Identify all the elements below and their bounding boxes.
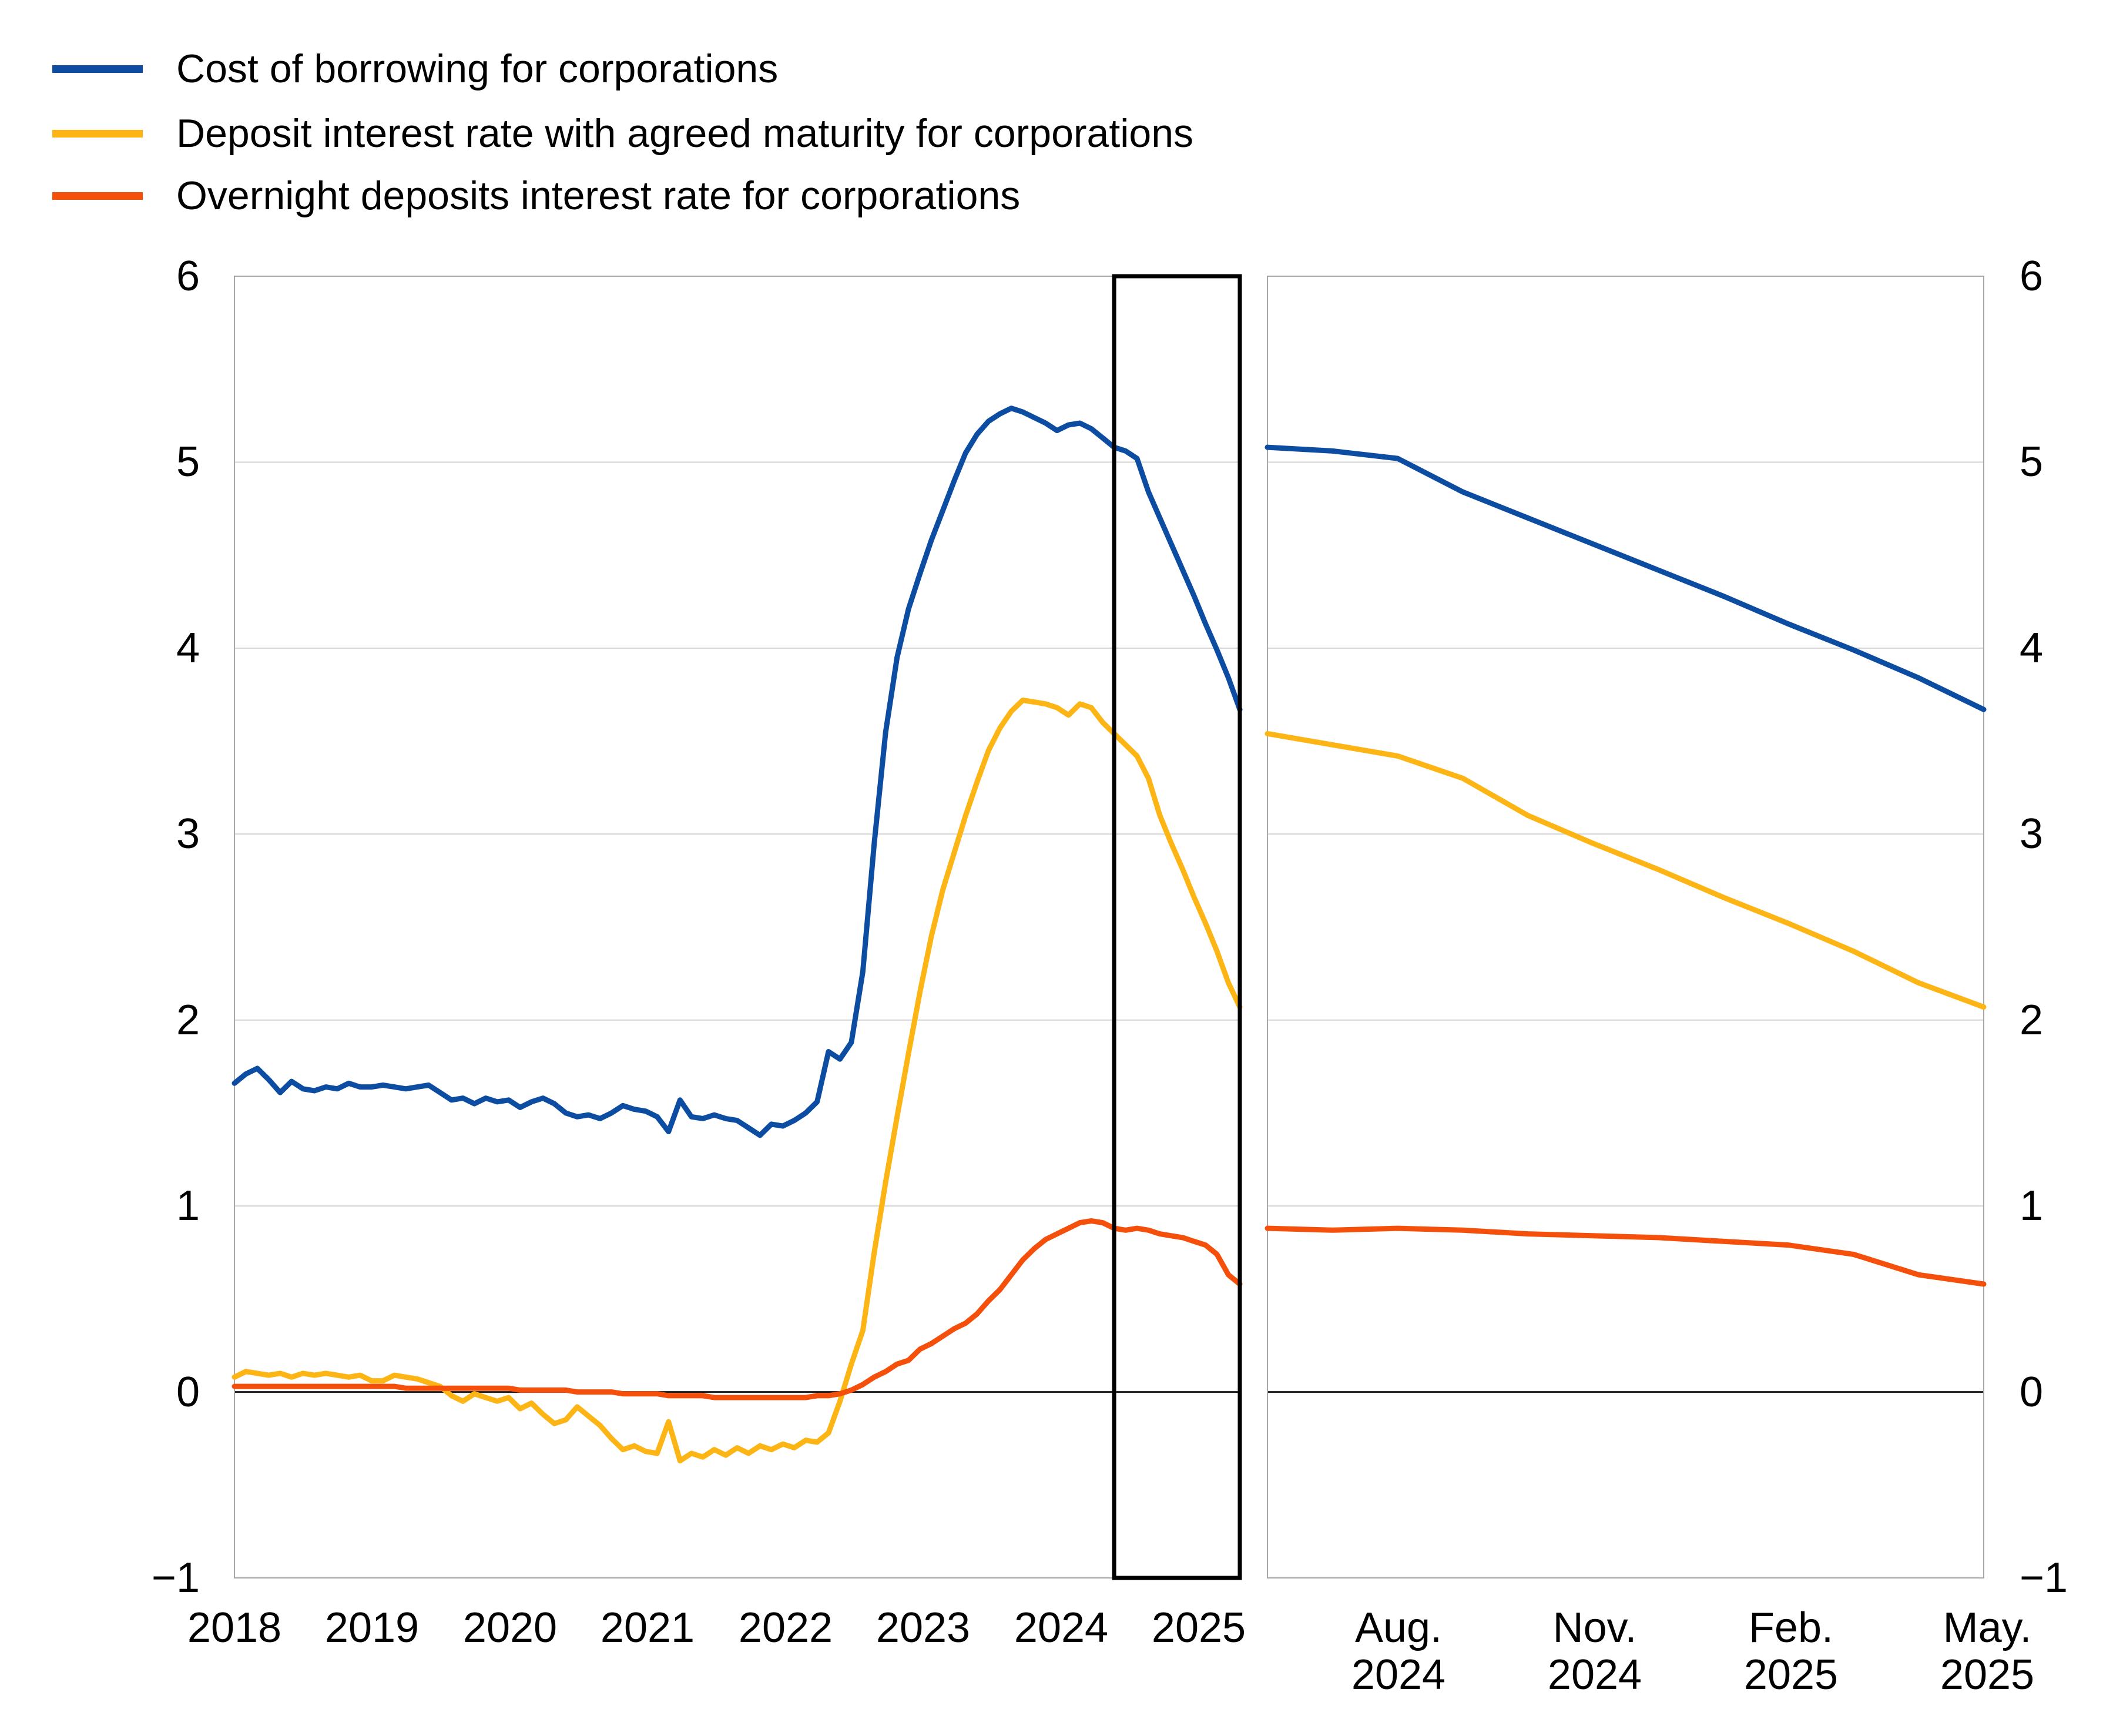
y-axis-label-right-3: 3 <box>2020 810 2044 857</box>
series-line-right-deposit-interest-rate <box>1265 730 1987 1010</box>
x-axis-label-aug-2024: Aug. 2024 <box>1299 1604 1498 1698</box>
y-axis-label-right-1: 1 <box>2020 1182 2044 1229</box>
legend-line-swatch-red <box>52 192 143 200</box>
legend-label: Cost of borrowing for corporations <box>176 46 779 91</box>
series-line-left-deposit-interest-rate <box>232 698 1243 1464</box>
x-axis-label-2018: 2018 <box>187 1604 282 1651</box>
x-label-year: 2025 <box>1940 1651 2035 1698</box>
x-axis-label-2021: 2021 <box>600 1604 695 1651</box>
legend-label: Overnight deposits interest rate for cor… <box>176 173 1021 218</box>
y-axis-label-right-minus1: −1 <box>2020 1554 2068 1601</box>
x-label-month: Nov. <box>1552 1604 1637 1651</box>
x-axis-label-2024: 2024 <box>1014 1604 1109 1651</box>
x-label-year: 2025 <box>1743 1651 1839 1698</box>
legend-line-swatch-yellow <box>52 130 143 138</box>
x-label-year: 2024 <box>1351 1651 1446 1698</box>
series-line-left-cost-of-borrowing <box>232 405 1243 1138</box>
y-axis-label-left-minus1: −1 <box>151 1554 200 1601</box>
legend-line-swatch-blue <box>52 65 143 73</box>
x-axis-label-may-2025: May. 2025 <box>1887 1604 2087 1698</box>
series-line-right-cost-of-borrowing <box>1265 444 1987 712</box>
y-axis-label-right-2: 2 <box>2020 997 2044 1044</box>
y-axis-label-left-3: 3 <box>176 810 200 857</box>
series-line-right-overnight-deposits-interest <box>1265 1225 1987 1287</box>
y-axis-label-left-0: 0 <box>176 1369 200 1416</box>
y-axis-label-left-4: 4 <box>176 625 200 672</box>
x-label-month: Aug. <box>1354 1604 1443 1651</box>
y-axis-label-left-1: 1 <box>176 1182 200 1229</box>
y-axis-label-left-6: 6 <box>176 253 200 300</box>
y-axis-label-right-0: 0 <box>2020 1369 2044 1416</box>
x-axis-label-2025: 2025 <box>1151 1604 1246 1651</box>
y-axis-label-right-5: 5 <box>2020 438 2044 485</box>
panel-frame-right <box>1267 276 1984 1579</box>
x-label-month: Feb. <box>1748 1604 1834 1651</box>
legend-label: Deposit interest rate with agreed maturi… <box>176 111 1194 156</box>
x-axis-label-nov-2024: Nov. 2024 <box>1495 1604 1695 1698</box>
panel-frame-left <box>234 276 1240 1579</box>
y-axis-label-left-5: 5 <box>176 438 200 485</box>
x-label-month: May. <box>1943 1604 2032 1651</box>
x-axis-label-2023: 2023 <box>876 1604 971 1651</box>
y-axis-label-left-2: 2 <box>176 997 200 1044</box>
y-axis-label-right-6: 6 <box>2020 253 2044 300</box>
x-label-year: 2024 <box>1547 1651 1642 1698</box>
x-axis-label-2022: 2022 <box>738 1604 833 1651</box>
y-axis-label-right-4: 4 <box>2020 625 2044 672</box>
highlight-box-2024-06-to-2025-05 <box>1112 274 1242 1580</box>
x-axis-label-2020: 2020 <box>462 1604 558 1651</box>
series-line-left-overnight-deposits-interest <box>232 1218 1243 1400</box>
x-axis-label-2019: 2019 <box>324 1604 420 1651</box>
x-axis-label-feb-2025: Feb. 2025 <box>1691 1604 1891 1698</box>
